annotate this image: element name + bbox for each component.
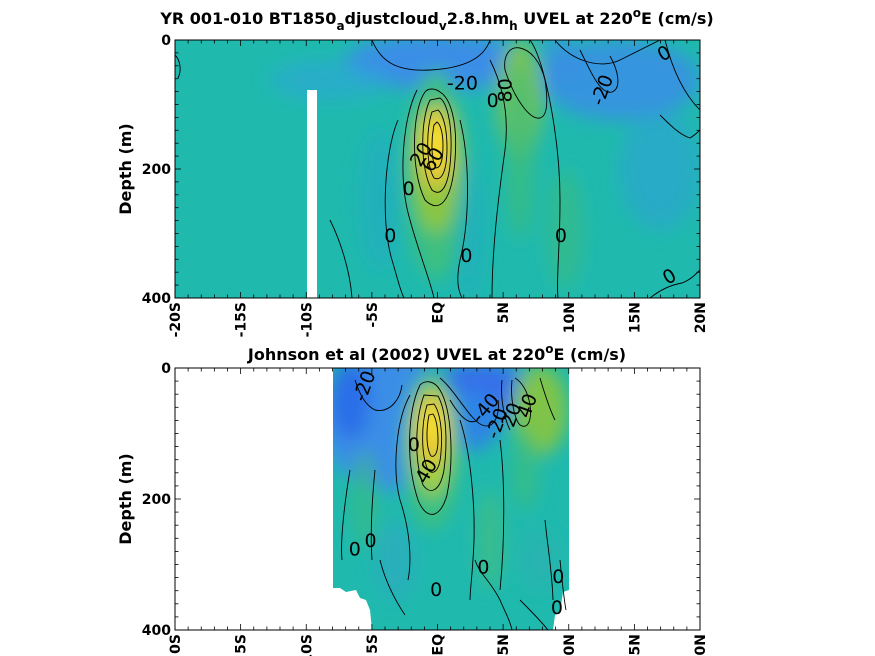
top-title: YR 001-010 BT1850adjustcloudv2.8.hmh UVE… bbox=[159, 6, 713, 33]
bottom-x-tick-label: 5S bbox=[365, 634, 381, 654]
top-ylabel: Depth (m) bbox=[116, 123, 135, 215]
top-contour-label: -20 bbox=[447, 72, 478, 94]
top-contour-label: 0 bbox=[555, 225, 567, 247]
bottom-x-tick-label: 10S bbox=[299, 634, 315, 656]
bottom-contours bbox=[341, 377, 567, 630]
bottom-x-tick-label: 20N bbox=[693, 634, 709, 656]
bottom-y-tick-label: 0 bbox=[161, 361, 171, 377]
top-x-tick-label: 10N bbox=[562, 302, 578, 333]
bottom-y-tick-label: 400 bbox=[142, 623, 171, 639]
bottom-ylabel: Depth (m) bbox=[116, 453, 135, 545]
top-missing-column bbox=[307, 90, 317, 298]
bottom-x-tick-label: 5S bbox=[234, 634, 250, 654]
top-contours bbox=[175, 40, 700, 298]
top-panel: YR 001-010 BT1850adjustcloudv2.8.hmh UVE… bbox=[116, 6, 714, 337]
bottom-x-tick-label: 10N bbox=[562, 634, 578, 656]
bottom-title: Johnson et al (2002) UVEL at 220oE (cm/s… bbox=[247, 342, 626, 364]
top-contour-label: 0 bbox=[487, 90, 499, 112]
top-y-tick-label: 200 bbox=[142, 162, 171, 178]
top-field-blobs bbox=[270, 40, 700, 298]
bottom-x-tick-label: EQ bbox=[431, 634, 447, 656]
top-contour-label: 0 bbox=[460, 245, 472, 267]
top-x-tick-label: -5S bbox=[365, 302, 381, 328]
bottom-contour-label: 0 bbox=[477, 556, 489, 578]
top-ticks: -20S -15S -10S -5S EQ 5N 10N 15N 20N 0 200 400 bbox=[142, 33, 709, 337]
bottom-contour-label: 0 bbox=[551, 597, 563, 619]
bottom-y-tick-label: 200 bbox=[142, 492, 171, 508]
bottom-contour-label: 0 bbox=[365, 530, 377, 552]
top-x-tick-label: 15N bbox=[627, 302, 643, 333]
bottom-contour-label: 0 bbox=[349, 539, 361, 561]
bottom-contour-label: 0 bbox=[552, 566, 564, 588]
bottom-contour-label: 0 bbox=[430, 579, 442, 601]
bottom-x-tick-label: 15N bbox=[627, 634, 643, 656]
top-y-tick-label: 400 bbox=[142, 291, 171, 307]
top-x-tick-label: -10S bbox=[299, 302, 315, 337]
top-contour-label: 0 bbox=[403, 178, 415, 200]
top-x-tick-label: 5N bbox=[496, 302, 512, 323]
top-x-tick-label: -15S bbox=[234, 302, 250, 337]
bottom-panel: Johnson et al (2002) UVEL at 220oE (cm/s… bbox=[116, 342, 709, 656]
bottom-x-tick-label: 0S bbox=[168, 634, 184, 654]
bottom-contour-label: 0 bbox=[408, 434, 420, 456]
top-y-tick-label: 0 bbox=[161, 33, 171, 49]
top-x-tick-label: EQ bbox=[431, 302, 447, 324]
top-x-tick-label: -20S bbox=[168, 302, 184, 337]
top-contour-label: 80 bbox=[494, 78, 516, 102]
top-x-tick-label: 20N bbox=[693, 302, 709, 333]
top-contour-label: 0 bbox=[384, 225, 396, 247]
bottom-ticks: 0S 5S 10S 5S EQ 5N 10N 15N 20N 0 200 400 bbox=[142, 361, 709, 656]
bottom-x-tick-label: 5N bbox=[496, 634, 512, 655]
